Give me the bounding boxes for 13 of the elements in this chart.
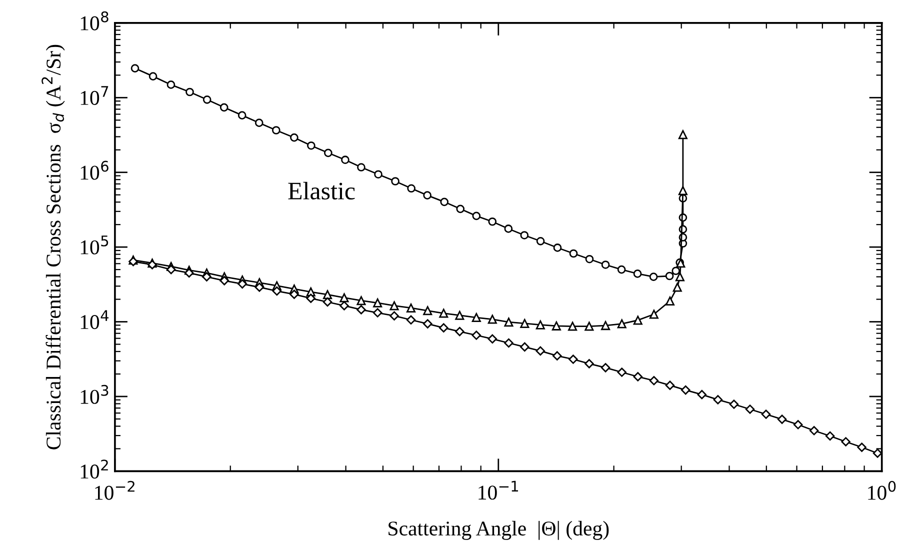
y-tick-label: 10$^{5}$ [80, 236, 108, 254]
y-tick-label: 10$^{2}$ [80, 460, 108, 479]
x-tick-label: 10$^{−1}$ [478, 480, 518, 500]
y-tick-label: 10$^{8}$ [80, 11, 108, 30]
x-axis-title: Scattering Angle |Θ| (deg) [388, 520, 609, 540]
y-tick-label: 10$^{7}$ [80, 86, 108, 105]
y-tick-label: 10$^{6}$ [80, 160, 108, 180]
y-axis-title: Classical Differential Cross Sections σ$_{d}$ (A$^{2}$/Sr) [42, 44, 65, 450]
y-tick-label: 10$^{3}$ [80, 384, 108, 404]
y-tick-label: 10$^{4}$ [80, 310, 109, 330]
x-tick-label: 10$^{−2}$ [95, 480, 134, 500]
x-tick-label: 10$^{0}$ [868, 480, 896, 500]
annotation: Elastic [288, 182, 355, 200]
